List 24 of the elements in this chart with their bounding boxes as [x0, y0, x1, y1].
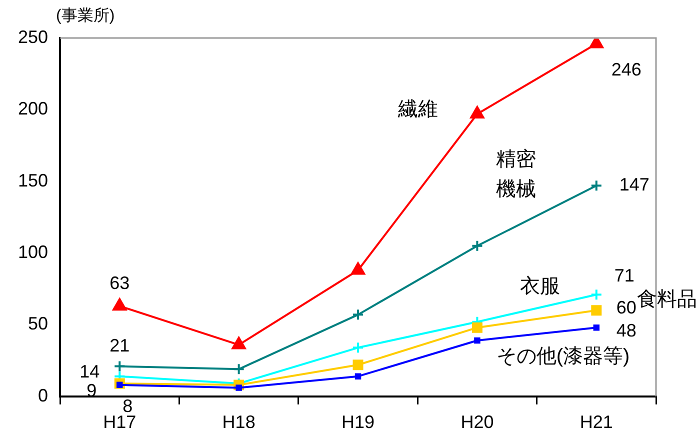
data-label: 147: [619, 174, 650, 195]
series-label: その他(漆器等): [496, 346, 630, 368]
y-tick-label: 50: [28, 314, 48, 334]
x-tick-label: H18: [222, 412, 256, 432]
series-label: 食料品: [637, 288, 697, 311]
data-label: 60: [616, 297, 636, 318]
y-tick-label: 100: [18, 242, 48, 262]
series-label: 衣服: [520, 276, 560, 298]
y-axis-title: (事業所): [56, 6, 115, 24]
y-tick-label: 200: [18, 98, 48, 119]
y-tick-label: 250: [18, 26, 48, 47]
series-label: 精密機械: [496, 148, 536, 201]
data-label: 246: [611, 60, 642, 80]
x-tick-label: H19: [342, 412, 375, 432]
x-tick-label: H20: [460, 412, 494, 432]
data-label: 63: [110, 273, 130, 294]
y-tick-label: 150: [18, 170, 48, 190]
data-label: 48: [616, 320, 636, 341]
y-tick-label: 0: [38, 385, 48, 406]
data-label: 14: [80, 361, 100, 382]
data-label: 71: [614, 266, 634, 286]
series-label: 繊維: [397, 98, 438, 121]
x-tick-label: H21: [580, 412, 613, 432]
data-label: 21: [110, 335, 130, 356]
